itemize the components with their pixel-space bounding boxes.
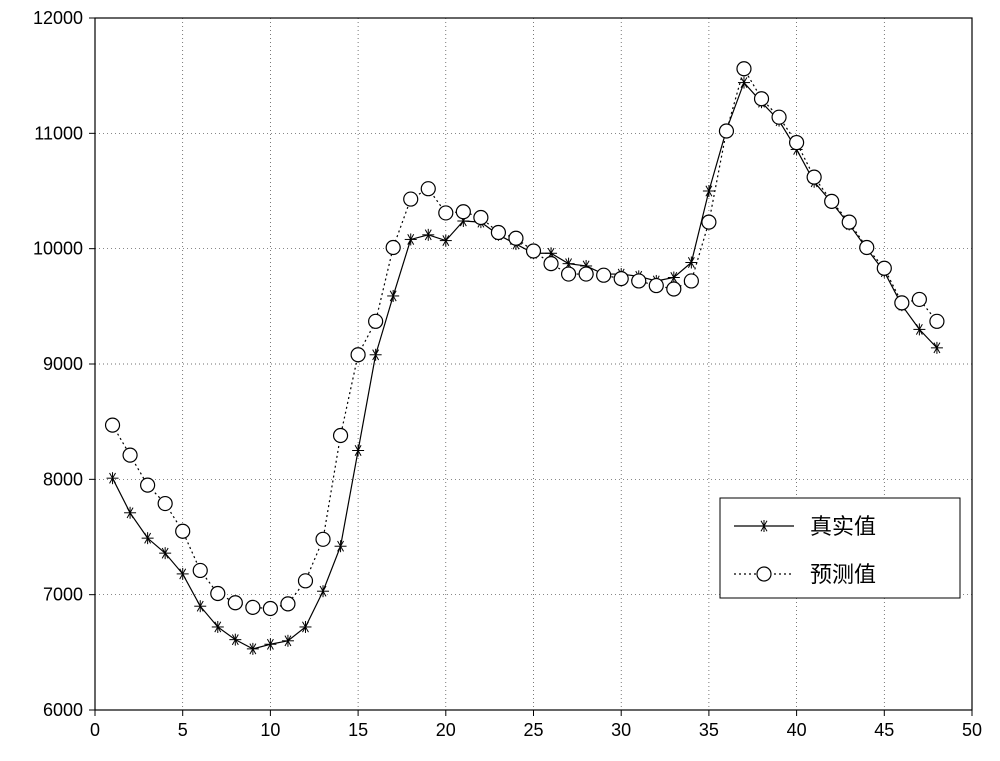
star-marker (247, 643, 259, 655)
xtick-label: 0 (90, 720, 100, 740)
xtick-label: 45 (874, 720, 894, 740)
circle-marker (158, 497, 172, 511)
xtick-label: 15 (348, 720, 368, 740)
circle-marker (141, 478, 155, 492)
chart-container: 0 5 10 15 20 25 30 35 40 45 50 6000 7000 8000 9000 1000… (0, 0, 1000, 761)
circle-marker (106, 418, 120, 432)
star-marker (282, 635, 294, 647)
xtick-label: 10 (260, 720, 280, 740)
xtick-label: 35 (699, 720, 719, 740)
circle-marker (702, 215, 716, 229)
circle-marker (579, 267, 593, 281)
circle-marker (825, 194, 839, 208)
star-marker (335, 540, 347, 552)
circle-marker (439, 206, 453, 220)
circle-marker (456, 205, 470, 219)
star-marker (405, 233, 417, 245)
legend-label-actual: 真实值 (810, 514, 876, 539)
ytick-label: 11000 (34, 123, 83, 143)
circle-marker (632, 274, 646, 288)
star-marker (229, 634, 241, 646)
star-marker (703, 185, 715, 197)
circle-marker (562, 267, 576, 281)
ytick-label: 8000 (43, 469, 83, 489)
circle-marker (860, 241, 874, 255)
circle-marker (386, 241, 400, 255)
star-marker (422, 229, 434, 241)
circle-marker (334, 429, 348, 443)
circle-marker (719, 124, 733, 138)
circle-marker (772, 110, 786, 124)
xtick-label: 30 (611, 720, 631, 740)
circle-marker (930, 314, 944, 328)
legend-label-predicted: 预测值 (810, 562, 876, 587)
star-marker (317, 585, 329, 597)
star-marker (264, 638, 276, 650)
ytick-label: 7000 (43, 585, 83, 605)
star-marker (387, 290, 399, 302)
star-marker (107, 472, 119, 484)
circle-marker (597, 268, 611, 282)
circle-marker (193, 563, 207, 577)
circle-marker (544, 257, 558, 271)
circle-marker (527, 244, 541, 258)
circle-marker (404, 192, 418, 206)
circle-marker (807, 170, 821, 184)
circle-marker (351, 348, 365, 362)
circle-marker (509, 231, 523, 245)
xtick-label: 5 (178, 720, 188, 740)
xtick-label: 40 (787, 720, 807, 740)
circle-marker (298, 574, 312, 588)
ytick-label: 10000 (33, 239, 83, 259)
legend: 真实值预测值 (720, 498, 960, 598)
ytick-label: 9000 (43, 354, 83, 374)
circle-marker (228, 596, 242, 610)
star-marker (124, 507, 136, 519)
circle-marker (842, 215, 856, 229)
circle-marker (790, 136, 804, 150)
circle-marker (176, 524, 190, 538)
circle-marker (877, 261, 891, 275)
circle-marker (246, 600, 260, 614)
grid (95, 18, 972, 710)
ticks: 0 5 10 15 20 25 30 35 40 45 50 6000 7000 8000 9000 1000… (33, 8, 982, 740)
circle-marker (123, 448, 137, 462)
circle-marker (895, 296, 909, 310)
circle-marker (684, 274, 698, 288)
xtick-label: 25 (523, 720, 543, 740)
circle-marker (491, 226, 505, 240)
star-marker (299, 621, 311, 633)
ytick-label: 6000 (43, 700, 83, 720)
star-marker (370, 349, 382, 361)
line-chart: 0 5 10 15 20 25 30 35 40 45 50 6000 7000 8000 9000 1000… (0, 0, 1000, 761)
circle-marker (667, 282, 681, 296)
circle-marker (649, 279, 663, 293)
ytick-label: 12000 (33, 8, 83, 28)
circle-marker (614, 272, 628, 286)
circle-marker (263, 602, 277, 616)
circle-marker (369, 314, 383, 328)
xtick-label: 50 (962, 720, 982, 740)
xtick-label: 20 (436, 720, 456, 740)
circle-marker (421, 182, 435, 196)
circle-marker (737, 62, 751, 76)
circle-marker (211, 587, 225, 601)
circle-marker (474, 211, 488, 225)
circle-marker (281, 597, 295, 611)
circle-marker (316, 532, 330, 546)
star-marker (352, 445, 364, 457)
circle-marker (755, 92, 769, 106)
circle-marker (912, 292, 926, 306)
